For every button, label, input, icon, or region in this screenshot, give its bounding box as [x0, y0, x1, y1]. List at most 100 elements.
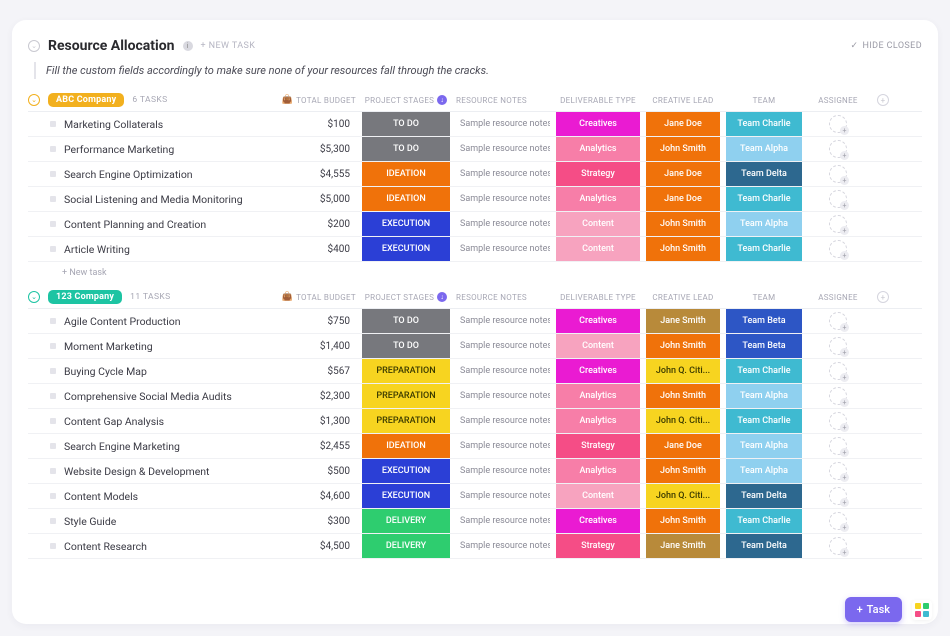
col-notes[interactable]: RESOURCE NOTES — [456, 96, 550, 105]
notes-cell[interactable]: Sample resource notes — [456, 334, 550, 358]
budget-cell[interactable]: $1,300 — [280, 409, 356, 433]
lead-chip[interactable]: John Smith — [646, 137, 720, 161]
group-collapse-icon[interactable]: ⌄ — [28, 291, 40, 303]
team-chip[interactable]: Team Charlie — [726, 187, 802, 211]
assignee-cell[interactable] — [808, 334, 868, 358]
stage-chip[interactable]: TO DO — [362, 112, 450, 136]
team-chip[interactable]: Team Alpha — [726, 137, 802, 161]
col-team[interactable]: TEAM — [726, 293, 802, 302]
new-task-button[interactable]: + NEW TASK — [201, 41, 256, 51]
avatar-add-icon[interactable] — [829, 165, 847, 183]
notes-cell[interactable]: Sample resource notes — [456, 409, 550, 433]
stage-chip[interactable]: EXECUTION — [362, 237, 450, 261]
team-chip[interactable]: Team Charlie — [726, 359, 802, 383]
deliverable-chip[interactable]: Analytics — [556, 137, 640, 161]
deliverable-chip[interactable]: Creatives — [556, 309, 640, 333]
apps-icon[interactable] — [912, 600, 932, 620]
deliverable-chip[interactable]: Analytics — [556, 187, 640, 211]
task-name[interactable]: Performance Marketing — [64, 143, 174, 156]
status-bullet[interactable] — [50, 343, 56, 349]
deliverable-chip[interactable]: Analytics — [556, 384, 640, 408]
budget-cell[interactable]: $5,000 — [280, 187, 356, 211]
table-row[interactable]: Content Research $4,500 DELIVERY Sample … — [28, 534, 922, 559]
status-bullet[interactable] — [50, 171, 56, 177]
col-stages[interactable]: PROJECT STAGES ↓ — [362, 95, 450, 105]
lead-chip[interactable]: John Q. Citi... — [646, 359, 720, 383]
notes-cell[interactable]: Sample resource notes — [456, 309, 550, 333]
avatar-add-icon[interactable] — [829, 215, 847, 233]
team-chip[interactable]: Team Charlie — [726, 237, 802, 261]
table-row[interactable]: Content Planning and Creation $200 EXECU… — [28, 212, 922, 237]
budget-cell[interactable]: $300 — [280, 509, 356, 533]
status-bullet[interactable] — [50, 418, 56, 424]
team-chip[interactable]: Team Delta — [726, 534, 802, 558]
deliverable-chip[interactable]: Content — [556, 237, 640, 261]
status-bullet[interactable] — [50, 368, 56, 374]
team-chip[interactable]: Team Charlie — [726, 409, 802, 433]
table-row[interactable]: Search Engine Optimization $4,555 IDEATI… — [28, 162, 922, 187]
deliverable-chip[interactable]: Analytics — [556, 409, 640, 433]
lead-chip[interactable]: Jane Doe — [646, 434, 720, 458]
notes-cell[interactable]: Sample resource notes — [456, 484, 550, 508]
table-row[interactable]: Search Engine Marketing $2,455 IDEATION … — [28, 434, 922, 459]
deliverable-chip[interactable]: Creatives — [556, 509, 640, 533]
stage-chip[interactable]: IDEATION — [362, 187, 450, 211]
deliverable-chip[interactable]: Strategy — [556, 162, 640, 186]
notes-cell[interactable]: Sample resource notes — [456, 162, 550, 186]
avatar-add-icon[interactable] — [829, 140, 847, 158]
col-deliverable[interactable]: DELIVERABLE TYPE — [556, 96, 640, 105]
table-row[interactable]: Social Listening and Media Monitoring $5… — [28, 187, 922, 212]
col-lead[interactable]: CREATIVE LEAD — [646, 293, 720, 302]
avatar-add-icon[interactable] — [829, 487, 847, 505]
sort-icon[interactable]: ↓ — [437, 95, 447, 105]
avatar-add-icon[interactable] — [829, 512, 847, 530]
team-chip[interactable]: Team Alpha — [726, 434, 802, 458]
stage-chip[interactable]: EXECUTION — [362, 459, 450, 483]
lead-chip[interactable]: John Q. Citi... — [646, 484, 720, 508]
table-row[interactable]: Comprehensive Social Media Audits $2,300… — [28, 384, 922, 409]
deliverable-chip[interactable]: Content — [556, 212, 640, 236]
deliverable-chip[interactable]: Strategy — [556, 434, 640, 458]
stage-chip[interactable]: DELIVERY — [362, 509, 450, 533]
budget-cell[interactable]: $4,555 — [280, 162, 356, 186]
assignee-cell[interactable] — [808, 359, 868, 383]
status-bullet[interactable] — [50, 493, 56, 499]
task-name[interactable]: Comprehensive Social Media Audits — [64, 390, 232, 403]
budget-cell[interactable]: $567 — [280, 359, 356, 383]
team-chip[interactable]: Team Delta — [726, 484, 802, 508]
hide-closed-toggle[interactable]: ✓ HIDE CLOSED — [851, 41, 922, 51]
notes-cell[interactable]: Sample resource notes — [456, 359, 550, 383]
lead-chip[interactable]: Jane Doe — [646, 112, 720, 136]
task-name[interactable]: Buying Cycle Map — [64, 365, 147, 378]
group-badge[interactable]: ABC Company — [48, 93, 124, 107]
task-name[interactable]: Website Design & Development — [64, 465, 210, 478]
status-bullet[interactable] — [50, 468, 56, 474]
add-column[interactable]: + — [874, 291, 892, 303]
avatar-add-icon[interactable] — [829, 387, 847, 405]
sort-icon[interactable]: ↓ — [437, 292, 447, 302]
task-name[interactable]: Search Engine Marketing — [64, 440, 180, 453]
stage-chip[interactable]: TO DO — [362, 309, 450, 333]
lead-chip[interactable]: John Smith — [646, 237, 720, 261]
team-chip[interactable]: Team Charlie — [726, 112, 802, 136]
status-bullet[interactable] — [50, 518, 56, 524]
stage-chip[interactable]: IDEATION — [362, 434, 450, 458]
task-name[interactable]: Content Research — [64, 540, 147, 553]
avatar-add-icon[interactable] — [829, 412, 847, 430]
notes-cell[interactable]: Sample resource notes — [456, 137, 550, 161]
status-bullet[interactable] — [50, 121, 56, 127]
stage-chip[interactable]: PREPARATION — [362, 409, 450, 433]
avatar-add-icon[interactable] — [829, 312, 847, 330]
notes-cell[interactable]: Sample resource notes — [456, 237, 550, 261]
avatar-add-icon[interactable] — [829, 462, 847, 480]
notes-cell[interactable]: Sample resource notes — [456, 212, 550, 236]
team-chip[interactable]: Team Charlie — [726, 509, 802, 533]
notes-cell[interactable]: Sample resource notes — [456, 112, 550, 136]
col-stages[interactable]: PROJECT STAGES ↓ — [362, 292, 450, 302]
lead-chip[interactable]: John Smith — [646, 509, 720, 533]
task-name[interactable]: Moment Marketing — [64, 340, 153, 353]
deliverable-chip[interactable]: Creatives — [556, 359, 640, 383]
lead-chip[interactable]: John Q. Citi... — [646, 409, 720, 433]
budget-cell[interactable]: $400 — [280, 237, 356, 261]
notes-cell[interactable]: Sample resource notes — [456, 187, 550, 211]
